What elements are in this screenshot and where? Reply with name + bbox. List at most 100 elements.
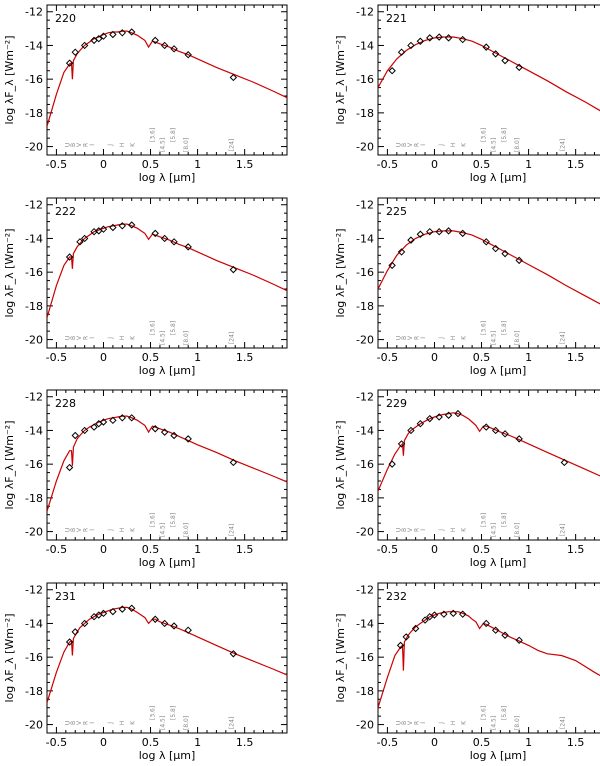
band-label: B [401, 143, 408, 147]
photometry-point [407, 426, 415, 435]
photometry-point [229, 458, 238, 467]
photometry-point [184, 243, 192, 251]
x-tick-label: 0 [100, 736, 107, 749]
photometry-point [426, 414, 434, 423]
photometry-point [151, 36, 159, 45]
band-label: B [70, 528, 77, 532]
band-label: B [70, 721, 77, 725]
panel-id-label: 222 [55, 205, 76, 218]
photometry-point [151, 425, 159, 433]
photometry-point [491, 626, 500, 634]
x-tick-label: 0 [100, 351, 107, 364]
photometry-point [397, 248, 406, 256]
photometry-point [515, 636, 523, 645]
photometry-point [160, 41, 169, 50]
x-axis-label: log λ [μm] [470, 556, 527, 569]
band-label: J [107, 144, 114, 147]
photometry-point [560, 458, 569, 467]
y-tick-label: -20 [25, 334, 43, 347]
model-sed-line [378, 36, 600, 112]
photometry-point [458, 229, 467, 238]
x-tick-label: 0.5 [142, 736, 160, 749]
x-tick-label: 0 [431, 351, 438, 364]
photometry-point [388, 261, 396, 270]
x-tick-label: 1 [194, 543, 201, 556]
photometry-point [435, 228, 443, 236]
panel-id-label: 231 [55, 590, 76, 603]
y-tick-label: -16 [356, 266, 374, 279]
y-axis-label: log λF_λ [Wm⁻²] [334, 229, 347, 318]
y-tick-label: -12 [356, 199, 374, 212]
photometry-point [416, 230, 425, 238]
band-label: I [420, 529, 427, 531]
x-tick-label: 1 [525, 351, 532, 364]
band-label: J [107, 337, 114, 340]
band-label: [24] [559, 139, 566, 151]
photometry-point [435, 413, 443, 421]
x-tick-label: 1 [194, 736, 201, 749]
photometry-point [426, 228, 434, 236]
photometry-point [426, 34, 434, 42]
band-label: B [401, 336, 408, 340]
x-tick-label: 1.5 [236, 543, 254, 556]
band-label: I [420, 337, 427, 339]
band-label: [4.5] [491, 331, 498, 345]
x-tick-label: 1.5 [567, 543, 585, 556]
photometry-point [99, 225, 108, 233]
photometry-point [482, 43, 490, 51]
photometry-point [411, 624, 420, 633]
band-label: H [450, 721, 457, 726]
plot-frame [46, 389, 288, 541]
chart-panel-222: -0.5 0 0.5 1 1.5 -12 -14 -16 -18 -20 log λ [μm] log… [3, 197, 288, 377]
photometry-point [127, 28, 136, 36]
model-sed-line [378, 230, 600, 305]
band-label: [5.8] [170, 706, 177, 720]
y-axis-label: log λF_λ [Wm⁻²] [3, 421, 16, 510]
band-label: K [461, 527, 468, 532]
band-label: [5.8] [170, 513, 177, 527]
photometry-point [515, 256, 523, 265]
photometry-point [501, 430, 509, 438]
photometry-point [127, 414, 136, 422]
y-tick-label: -18 [25, 492, 43, 505]
band-label: B [401, 721, 408, 725]
band-label: [4.5] [160, 716, 167, 730]
x-tick-label: 0.5 [473, 158, 491, 171]
y-tick-label: -14 [356, 39, 374, 52]
y-tick-label: -12 [356, 391, 374, 404]
photometry-point [491, 50, 500, 58]
plot-frame [377, 582, 600, 734]
band-label: U [396, 528, 403, 532]
chart-panel-228: -0.5 0 0.5 1 1.5 -12 -14 -16 -18 -20 log λ [μm] log… [3, 389, 288, 569]
band-label: J [107, 529, 114, 532]
y-tick-label: -12 [25, 199, 43, 212]
x-tick-label: 1.5 [236, 351, 254, 364]
photometry-point [397, 48, 406, 56]
x-tick-label: 1 [525, 543, 532, 556]
y-tick-label: -20 [356, 141, 374, 154]
band-label: I [89, 722, 96, 724]
band-label: U [65, 528, 72, 532]
y-axis-label: log λF_λ [Wm⁻²] [334, 421, 347, 510]
band-label: V [76, 335, 83, 340]
y-tick-label: -18 [356, 492, 374, 505]
photometry-point [71, 431, 79, 440]
photometry-point [482, 619, 490, 628]
photometry-point [435, 33, 443, 41]
plot-frame [377, 389, 600, 541]
photometry-point [65, 463, 74, 472]
band-label: [3.6] [480, 128, 487, 142]
model-sed-line [47, 30, 287, 127]
y-tick-label: -16 [25, 458, 43, 471]
plot-frame [46, 4, 288, 156]
band-label: [5.8] [501, 513, 508, 527]
photometry-point [71, 48, 79, 56]
x-tick-label: 0 [431, 543, 438, 556]
band-label: U [396, 336, 403, 340]
band-label: [4.5] [491, 138, 498, 152]
band-label: K [130, 142, 137, 147]
y-tick-label: -16 [25, 73, 43, 86]
panel-id-label: 221 [386, 12, 407, 25]
band-label: [3.6] [480, 321, 487, 335]
photometry-point [184, 51, 192, 59]
